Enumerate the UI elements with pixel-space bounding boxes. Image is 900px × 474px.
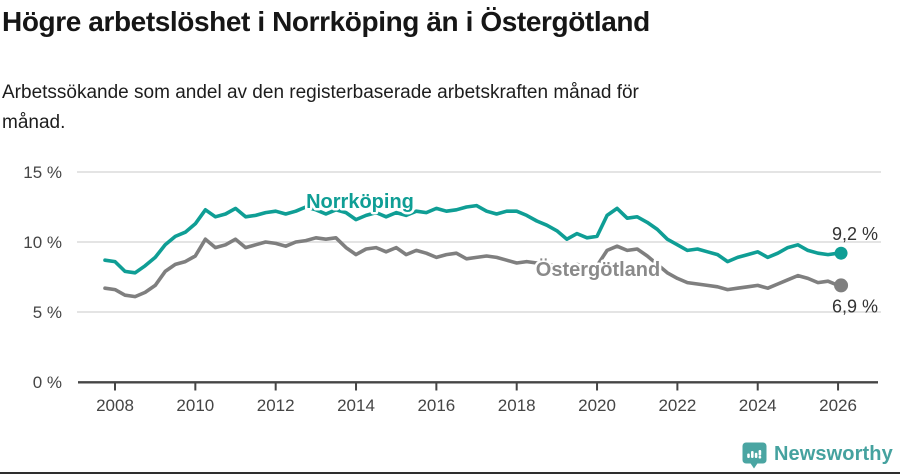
x-tick-label: 2016: [417, 396, 455, 415]
x-tick-label: 2020: [578, 396, 616, 415]
chart-subtitle: Arbetssökande som andel av den registerb…: [2, 82, 639, 133]
x-tick-label: 2022: [658, 396, 696, 415]
series-line-ostergotland: [103, 236, 840, 299]
newsworthy-logo-icon: [742, 442, 767, 469]
series-line-norrkoping: [103, 203, 840, 275]
bottom-border: [0, 472, 900, 474]
end-dot-ostergotland: [834, 278, 849, 293]
y-tick-label: 15 %: [23, 163, 62, 182]
x-tick-label: 2026: [819, 396, 857, 415]
x-tick-label: 2010: [176, 396, 214, 415]
x-tick-label: 2012: [257, 396, 295, 415]
end-value-label-ostergotland: 6,9 %: [832, 296, 878, 316]
page-title: Högre arbetslöshet i Norrköping än i Öst…: [2, 6, 650, 37]
x-tick-label: 2008: [96, 396, 134, 415]
series-label-ostergotland: Östergötland: [536, 258, 660, 281]
x-tick-label: 2018: [498, 396, 536, 415]
y-tick-label: 5 %: [33, 303, 62, 322]
x-tick-label: 2024: [739, 396, 777, 415]
y-tick-label: 10 %: [23, 233, 62, 252]
end-dot-norrkoping: [834, 246, 848, 260]
end-value-label-norrkoping: 9,2 %: [832, 224, 878, 244]
newsworthy-logo-text: Newsworthy: [774, 443, 893, 465]
series-label-norrkoping: Norrköping: [306, 191, 414, 213]
x-tick-label: 2014: [337, 396, 375, 415]
y-tick-label: 0 %: [33, 373, 62, 392]
newsworthy-logo[interactable]: Newsworthy: [742, 442, 893, 469]
